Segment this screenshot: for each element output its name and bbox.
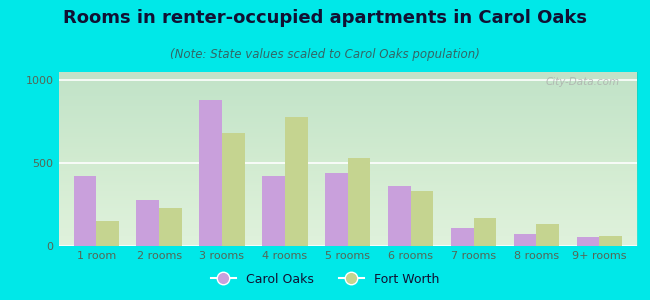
Text: (Note: State values scaled to Carol Oaks population): (Note: State values scaled to Carol Oaks… <box>170 48 480 61</box>
Bar <box>159 208 182 246</box>
Bar <box>514 234 536 246</box>
Bar <box>599 236 622 246</box>
Text: Rooms in renter-occupied apartments in Carol Oaks: Rooms in renter-occupied apartments in C… <box>63 9 587 27</box>
Bar <box>577 237 599 246</box>
Bar <box>473 218 496 246</box>
Bar <box>222 133 244 246</box>
Bar <box>73 176 96 246</box>
Bar <box>536 224 559 246</box>
Bar <box>262 176 285 246</box>
Legend: Carol Oaks, Fort Worth: Carol Oaks, Fort Worth <box>206 268 444 291</box>
Bar <box>451 228 473 246</box>
Bar <box>285 117 307 246</box>
Bar <box>348 158 370 246</box>
Bar <box>96 221 119 246</box>
Bar <box>200 100 222 246</box>
Text: City-Data.com: City-Data.com <box>545 77 619 87</box>
Bar <box>388 185 411 246</box>
Bar <box>136 200 159 246</box>
Bar <box>411 191 434 246</box>
Bar <box>325 173 348 246</box>
